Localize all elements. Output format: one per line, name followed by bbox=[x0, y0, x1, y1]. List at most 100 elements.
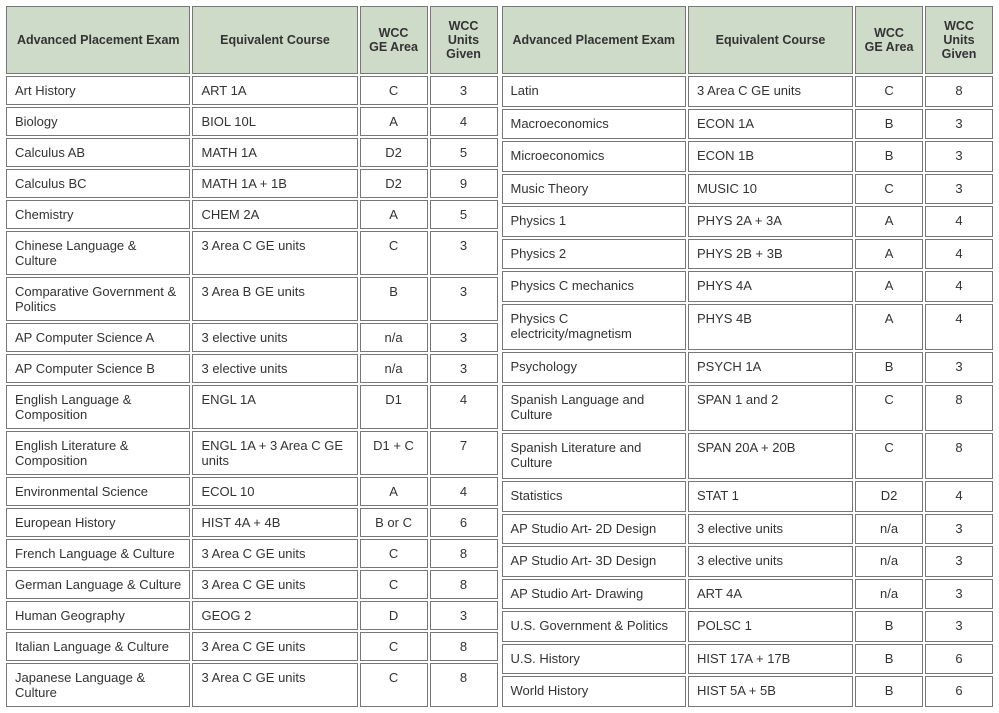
cell-equivalent: MATH 1A + 1B bbox=[192, 169, 357, 198]
cell-exam: Spanish Language and Culture bbox=[502, 385, 686, 431]
cell-units: 3 bbox=[925, 352, 993, 383]
cell-units: 3 bbox=[925, 141, 993, 172]
cell-exam: European History bbox=[6, 508, 190, 537]
cell-exam: Physics C mechanics bbox=[502, 271, 686, 302]
cell-exam: Psychology bbox=[502, 352, 686, 383]
cell-exam: Spanish Literature and Culture bbox=[502, 433, 686, 479]
cell-equivalent: PHYS 4B bbox=[688, 304, 853, 350]
table-row: Italian Language & Culture3 Area C GE un… bbox=[6, 632, 498, 661]
table-row: Chinese Language & Culture3 Area C GE un… bbox=[6, 231, 498, 275]
table-row: Latin3 Area C GE unitsC8 bbox=[502, 76, 994, 107]
ap-credit-table-wrap: Advanced Placement Exam Equivalent Cours… bbox=[4, 4, 995, 709]
cell-area: D2 bbox=[360, 138, 428, 167]
cell-equivalent: PHYS 2A + 3A bbox=[688, 206, 853, 237]
cell-exam: Calculus BC bbox=[6, 169, 190, 198]
cell-units: 4 bbox=[925, 481, 993, 512]
cell-area: B bbox=[855, 611, 923, 642]
cell-equivalent: 3 elective units bbox=[688, 514, 853, 545]
cell-equivalent: 3 elective units bbox=[192, 354, 357, 383]
cell-units: 3 bbox=[430, 277, 498, 321]
cell-area: C bbox=[360, 663, 428, 707]
cell-units: 3 bbox=[925, 546, 993, 577]
cell-area: n/a bbox=[360, 323, 428, 352]
cell-units: 6 bbox=[925, 644, 993, 675]
cell-units: 5 bbox=[430, 200, 498, 229]
cell-area: B or C bbox=[360, 508, 428, 537]
table-row: English Literature & CompositionENGL 1A … bbox=[6, 431, 498, 475]
cell-area: B bbox=[855, 676, 923, 707]
cell-exam: English Literature & Composition bbox=[6, 431, 190, 475]
cell-exam: Environmental Science bbox=[6, 477, 190, 506]
cell-area: C bbox=[360, 76, 428, 105]
cell-equivalent: BIOL 10L bbox=[192, 107, 357, 136]
cell-exam: AP Studio Art- Drawing bbox=[502, 579, 686, 610]
cell-equivalent: 3 elective units bbox=[688, 546, 853, 577]
cell-area: B bbox=[855, 109, 923, 140]
cell-area: C bbox=[855, 385, 923, 431]
cell-units: 8 bbox=[925, 433, 993, 479]
cell-area: C bbox=[855, 433, 923, 479]
col-header-eq: Equivalent Course bbox=[688, 6, 853, 74]
table-row: Environmental ScienceECOL 10A4 bbox=[6, 477, 498, 506]
table-row: Human GeographyGEOG 2D3 bbox=[6, 601, 498, 630]
cell-equivalent: ENGL 1A bbox=[192, 385, 357, 429]
cell-equivalent: PHYS 4A bbox=[688, 271, 853, 302]
cell-equivalent: 3 elective units bbox=[192, 323, 357, 352]
cell-units: 8 bbox=[430, 570, 498, 599]
cell-equivalent: GEOG 2 bbox=[192, 601, 357, 630]
cell-exam: Italian Language & Culture bbox=[6, 632, 190, 661]
table-row: German Language & Culture3 Area C GE uni… bbox=[6, 570, 498, 599]
col-header-exam: Advanced Placement Exam bbox=[6, 6, 190, 74]
cell-exam: Chemistry bbox=[6, 200, 190, 229]
table-row: Physics C mechanicsPHYS 4AA4 bbox=[502, 271, 994, 302]
cell-equivalent: 3 Area B GE units bbox=[192, 277, 357, 321]
col-header-eq: Equivalent Course bbox=[192, 6, 357, 74]
cell-area: B bbox=[855, 644, 923, 675]
cell-area: A bbox=[855, 239, 923, 270]
cell-units: 3 bbox=[430, 76, 498, 105]
cell-equivalent: CHEM 2A bbox=[192, 200, 357, 229]
cell-units: 6 bbox=[925, 676, 993, 707]
cell-exam: Art History bbox=[6, 76, 190, 105]
cell-area: n/a bbox=[360, 354, 428, 383]
cell-exam: Macroeconomics bbox=[502, 109, 686, 140]
cell-equivalent: PHYS 2B + 3B bbox=[688, 239, 853, 270]
cell-area: A bbox=[855, 304, 923, 350]
cell-area: C bbox=[360, 632, 428, 661]
cell-units: 8 bbox=[430, 539, 498, 568]
cell-units: 4 bbox=[430, 385, 498, 429]
cell-exam: Calculus AB bbox=[6, 138, 190, 167]
cell-area: A bbox=[360, 107, 428, 136]
table-row: MicroeconomicsECON 1BB3 bbox=[502, 141, 994, 172]
cell-equivalent: 3 Area C GE units bbox=[192, 539, 357, 568]
cell-exam: Statistics bbox=[502, 481, 686, 512]
cell-equivalent: MUSIC 10 bbox=[688, 174, 853, 205]
cell-units: 3 bbox=[925, 514, 993, 545]
cell-area: A bbox=[360, 477, 428, 506]
cell-equivalent: SPAN 20A + 20B bbox=[688, 433, 853, 479]
cell-area: A bbox=[855, 271, 923, 302]
cell-equivalent: ART 4A bbox=[688, 579, 853, 610]
cell-area: A bbox=[360, 200, 428, 229]
table-row: AP Computer Science A3 elective unitsn/a… bbox=[6, 323, 498, 352]
cell-exam: AP Studio Art- 3D Design bbox=[502, 546, 686, 577]
cell-units: 8 bbox=[925, 76, 993, 107]
cell-units: 4 bbox=[925, 206, 993, 237]
cell-exam: Japanese Language & Culture bbox=[6, 663, 190, 707]
cell-units: 3 bbox=[925, 174, 993, 205]
table-row: Comparative Government & Politics3 Area … bbox=[6, 277, 498, 321]
table-row: Physics 1PHYS 2A + 3AA4 bbox=[502, 206, 994, 237]
table-row: Calculus ABMATH 1AD25 bbox=[6, 138, 498, 167]
cell-units: 3 bbox=[430, 231, 498, 275]
cell-area: A bbox=[855, 206, 923, 237]
cell-equivalent: MATH 1A bbox=[192, 138, 357, 167]
table-row: AP Studio Art- DrawingART 4An/a3 bbox=[502, 579, 994, 610]
cell-exam: World History bbox=[502, 676, 686, 707]
cell-area: C bbox=[855, 76, 923, 107]
table-row: Spanish Literature and CultureSPAN 20A +… bbox=[502, 433, 994, 479]
col-header-area: WCC GE Area bbox=[360, 6, 428, 74]
cell-exam: French Language & Culture bbox=[6, 539, 190, 568]
table-row: World HistoryHIST 5A + 5BB6 bbox=[502, 676, 994, 707]
table-row: BiologyBIOL 10LA4 bbox=[6, 107, 498, 136]
table-row: AP Studio Art- 3D Design3 elective units… bbox=[502, 546, 994, 577]
